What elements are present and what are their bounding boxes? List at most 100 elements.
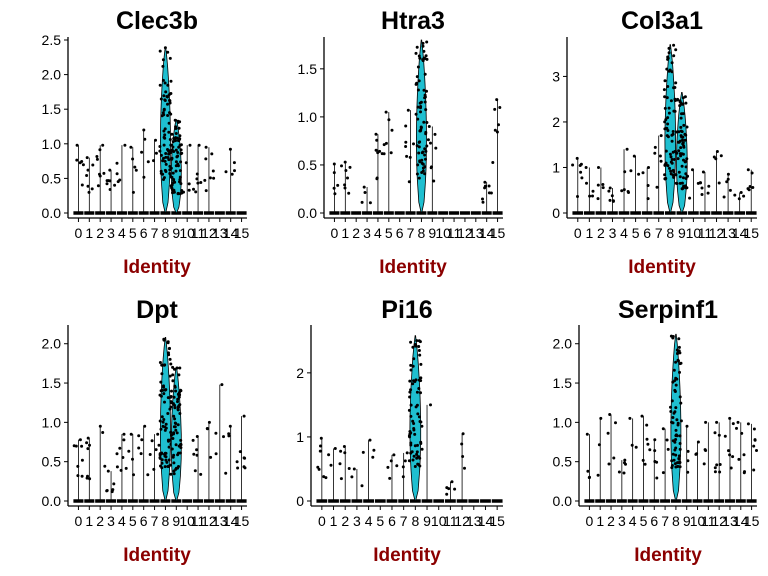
data-point bbox=[706, 191, 710, 195]
data-point bbox=[133, 165, 137, 169]
data-point bbox=[122, 438, 126, 442]
data-point bbox=[160, 372, 164, 376]
data-point bbox=[663, 127, 667, 131]
data-point bbox=[160, 363, 164, 367]
data-point bbox=[174, 169, 178, 173]
data-point bbox=[725, 180, 729, 184]
data-point bbox=[161, 424, 165, 428]
data-point bbox=[678, 175, 682, 179]
data-point bbox=[420, 151, 424, 155]
data-point bbox=[360, 484, 364, 488]
data-point bbox=[419, 379, 423, 383]
data-point bbox=[387, 118, 391, 122]
y-tick-label: 0 bbox=[552, 205, 560, 221]
data-point bbox=[678, 370, 681, 374]
data-point bbox=[413, 432, 417, 436]
data-point bbox=[204, 157, 208, 161]
data-point bbox=[684, 133, 688, 137]
data-point bbox=[168, 172, 172, 175]
data-point bbox=[103, 464, 107, 468]
data-point bbox=[378, 149, 382, 153]
data-point bbox=[433, 132, 437, 136]
data-point bbox=[630, 443, 634, 447]
x-axis-title: Identity bbox=[373, 545, 441, 566]
data-point bbox=[659, 134, 663, 138]
data-point bbox=[204, 189, 208, 193]
data-point bbox=[193, 469, 197, 473]
x-tick-label: 0 bbox=[331, 225, 339, 241]
data-point bbox=[91, 163, 95, 167]
data-point bbox=[118, 178, 122, 182]
data-point bbox=[214, 452, 218, 456]
data-point bbox=[409, 431, 413, 435]
data-point bbox=[131, 157, 135, 161]
data-point bbox=[663, 95, 667, 99]
x-tick-label: 8 bbox=[162, 225, 170, 241]
data-point bbox=[411, 345, 415, 349]
data-point bbox=[429, 403, 432, 407]
data-point bbox=[164, 90, 168, 94]
data-point bbox=[483, 180, 487, 184]
data-point bbox=[146, 473, 150, 477]
data-point bbox=[408, 390, 412, 394]
data-point bbox=[195, 448, 199, 452]
data-point bbox=[752, 444, 756, 448]
data-point bbox=[728, 188, 732, 192]
data-point bbox=[162, 176, 166, 180]
data-point bbox=[653, 449, 657, 453]
data-point bbox=[162, 129, 166, 133]
data-point bbox=[667, 106, 671, 110]
data-point bbox=[88, 443, 91, 447]
data-point bbox=[95, 155, 99, 158]
data-point bbox=[684, 159, 688, 163]
data-point bbox=[374, 148, 378, 152]
data-point bbox=[409, 368, 413, 372]
data-point bbox=[664, 118, 668, 122]
data-point bbox=[665, 438, 669, 442]
data-point bbox=[343, 186, 347, 190]
y-tick-label: 2 bbox=[296, 365, 304, 381]
y-tick-label: 2.0 bbox=[553, 336, 573, 352]
data-point bbox=[707, 184, 711, 188]
y-tick-label: 3 bbox=[552, 68, 560, 84]
x-tick-label: 0 bbox=[574, 225, 582, 241]
data-point bbox=[179, 160, 183, 164]
data-point bbox=[421, 41, 425, 45]
data-point bbox=[168, 138, 172, 141]
data-point bbox=[675, 182, 679, 185]
data-point bbox=[236, 466, 240, 470]
data-point bbox=[672, 368, 676, 372]
data-point bbox=[167, 347, 171, 351]
data-point bbox=[747, 188, 751, 192]
data-point bbox=[199, 472, 203, 476]
x-tick-label: 5 bbox=[129, 513, 137, 529]
data-point bbox=[414, 51, 418, 55]
data-point bbox=[146, 160, 150, 164]
data-point bbox=[174, 389, 178, 393]
data-point bbox=[179, 438, 183, 442]
data-point bbox=[347, 191, 351, 195]
data-point bbox=[375, 138, 379, 142]
data-point bbox=[634, 445, 638, 449]
data-point bbox=[663, 79, 667, 83]
x-tick-label: 6 bbox=[643, 225, 651, 241]
data-point bbox=[419, 110, 422, 114]
data-point bbox=[681, 176, 685, 180]
data-point bbox=[170, 156, 174, 160]
data-point bbox=[675, 98, 679, 102]
data-point bbox=[170, 149, 174, 153]
data-point bbox=[173, 403, 176, 407]
data-point bbox=[429, 141, 432, 145]
data-point bbox=[154, 448, 158, 452]
data-point bbox=[739, 191, 743, 194]
data-point bbox=[416, 412, 420, 416]
data-point bbox=[675, 434, 679, 438]
data-point bbox=[655, 476, 659, 480]
data-point bbox=[419, 391, 422, 395]
data-point bbox=[395, 464, 399, 468]
data-point bbox=[163, 363, 167, 367]
data-point bbox=[172, 395, 176, 399]
data-point bbox=[416, 88, 420, 92]
